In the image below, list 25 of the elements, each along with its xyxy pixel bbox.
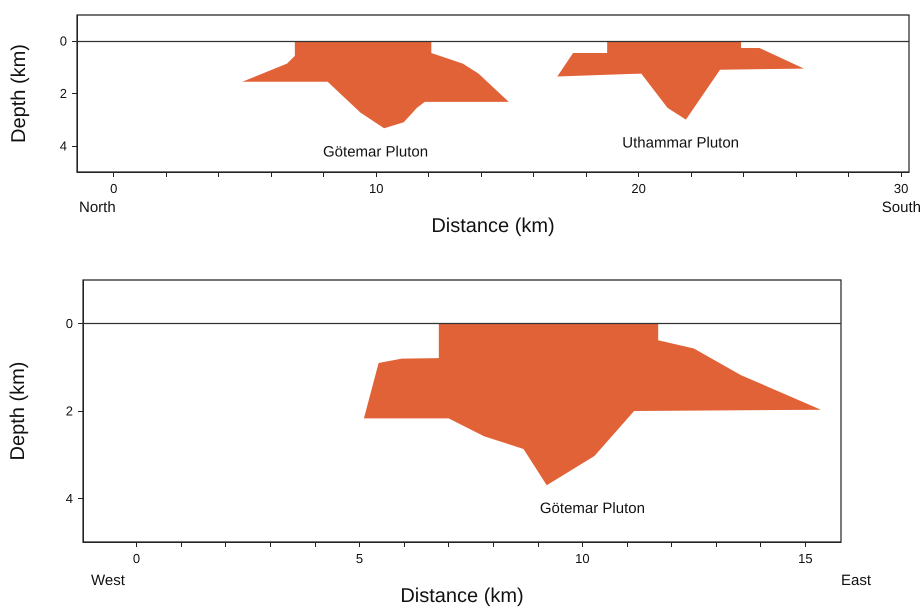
x-axis-title: Distance (km)	[431, 215, 555, 237]
x-tick-label: 10	[368, 181, 384, 196]
series-label: Uthammar Pluton	[622, 134, 740, 152]
text: North	[79, 199, 116, 216]
text: West	[91, 572, 126, 589]
x-tick-label: 15	[798, 551, 813, 566]
x-tick-label: 0	[132, 551, 140, 566]
y-tick-label: 2	[66, 404, 73, 418]
text: East	[840, 572, 872, 589]
x-tick-label: 20	[631, 181, 646, 196]
series-label: Götemar Pluton	[540, 500, 645, 518]
y-tick-label: 0	[66, 316, 73, 332]
y-tick-label: 4	[60, 138, 67, 154]
x-tick-label: 5	[356, 551, 364, 566]
x-tick-label: 10	[575, 551, 590, 566]
y-axis-title: Depth (km)	[7, 362, 29, 460]
y-tick-label: 4	[66, 490, 73, 506]
y-axis-title: Depth (km)	[8, 44, 30, 143]
text: South	[882, 199, 922, 216]
x-tick-label: 30	[894, 181, 908, 196]
y-tick-label: 2	[60, 86, 67, 101]
x-axis-title: Distance (km)	[400, 585, 524, 607]
series-label: Götemar Pluton	[323, 143, 428, 160]
y-tick-label: 0	[60, 34, 67, 49]
x-tick-label: 0	[110, 181, 118, 196]
